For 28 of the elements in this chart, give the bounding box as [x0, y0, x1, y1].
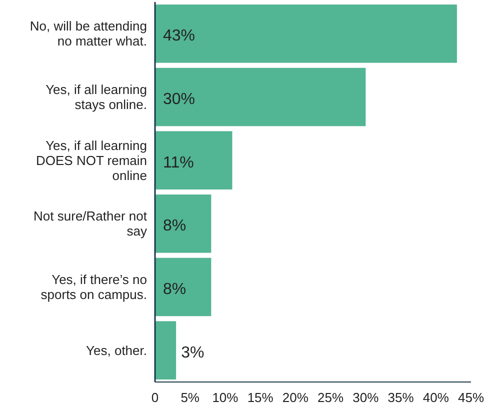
- x-tick-label: 35%: [388, 390, 414, 405]
- y-tick-label: No, will be attending no matter what.: [30, 18, 147, 49]
- y-tick-label: Yes, other.: [86, 342, 147, 358]
- bar: [155, 4, 457, 63]
- bar: [155, 258, 212, 316]
- bar: [155, 194, 212, 253]
- y-tick-label: Yes, if all learning stays online.: [46, 82, 147, 112]
- y-tick-label: Not sure/Rather not say: [34, 208, 148, 239]
- x-tick-label: 5%: [180, 390, 200, 405]
- x-tick-label: 40%: [422, 390, 450, 405]
- x-tick-label: 25%: [318, 390, 344, 405]
- bar: [155, 131, 232, 190]
- data-label: 8%: [163, 281, 186, 298]
- bar: [155, 68, 366, 126]
- x-tick-label: 30%: [352, 390, 380, 405]
- x-tick-label: 0: [151, 390, 159, 405]
- x-tick-label: 45%: [458, 390, 484, 405]
- data-label: 3%: [181, 344, 204, 362]
- y-tick-label: Yes, if all learning DOES NOT remain online: [36, 138, 147, 183]
- x-tick-label: 20%: [282, 390, 309, 405]
- x-tick-label: 15%: [247, 390, 274, 405]
- bar: [155, 321, 176, 380]
- data-label: 30%: [163, 91, 196, 108]
- data-label: 11%: [163, 154, 194, 172]
- data-label: 8%: [163, 218, 186, 235]
- x-tick-label: 10%: [212, 390, 239, 405]
- data-label: 43%: [163, 28, 196, 45]
- y-tick-label: Yes, if there’s no sports on campus.: [40, 272, 147, 302]
